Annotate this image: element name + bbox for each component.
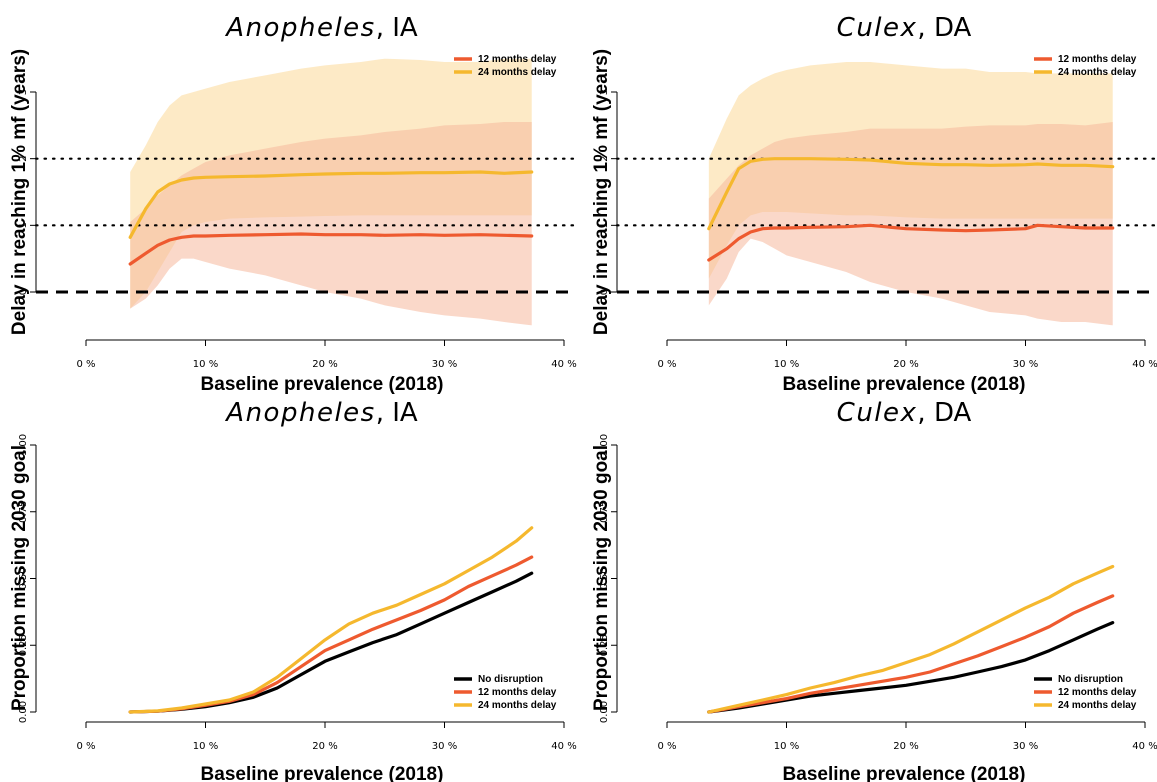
y-tick-label: 1 [18,222,29,228]
title-scenario: , DA [917,13,971,43]
y-axis-label: Delay in reaching 1% mf (years) [591,49,612,335]
y-tick-label: 0.00 [599,701,610,723]
x-axis-label: Baseline prevalence (2018) [783,764,1026,782]
x-tick-label: 10 % [193,359,218,370]
x-tick-label: 0 % [657,741,676,752]
legend: 12 months delay 24 months delay [454,54,557,78]
y-tick-label: 2 [18,155,29,161]
series-line-delay24 [128,170,534,239]
y-tick-label: 1.00 [599,434,610,456]
y-tick-label: 0.50 [599,567,610,589]
x-axis-label: Baseline prevalence (2018) [201,764,444,782]
x-tick-label: 40 % [551,359,576,370]
series-line-delay12 [128,232,534,266]
title-species: Anopheles [224,13,375,43]
y-axis-label: Proportion missing 2030 goal [591,445,612,711]
x-tick-label: 40 % [1132,359,1157,370]
uncertainty-band-delay12 [708,122,1113,326]
legend-label: 12 months delay [1058,687,1137,698]
legend: No disruption 12 months delay 24 months de… [1034,674,1137,711]
y-tick-label: 0.50 [18,567,29,589]
y-tick-label: 2 [599,155,610,161]
legend-label: 24 months delay [478,67,557,78]
y-tick-label: 0.25 [18,634,29,656]
series-line-delay24 [707,157,1115,231]
chart-title: Anopheles, IA [224,13,418,43]
chart-title: Anopheles, IA [224,398,418,428]
x-tick-label: 40 % [1132,741,1157,752]
chart-title: Culex, DA [837,398,972,428]
x-tick-label: 0 % [657,359,676,370]
y-tick-label: 1 [599,222,610,228]
y-tick-label: 3 [599,89,610,95]
x-tick-label: 10 % [193,741,218,752]
legend-label: 12 months delay [1058,54,1137,65]
legend: No disruption 12 months delay 24 months de… [454,674,557,711]
x-tick-label: 30 % [1013,359,1038,370]
x-tick-label: 0 % [76,359,95,370]
title-species: Culex [837,398,918,428]
series-line-delay24 [128,526,534,714]
series-line-delay12 [707,223,1115,262]
legend-label: No disruption [478,674,543,685]
title-scenario: , IA [376,13,418,43]
y-tick-label: 0.00 [18,701,29,723]
x-axis-label: Baseline prevalence (2018) [201,374,444,395]
x-tick-label: 40 % [551,741,576,752]
y-tick-label: 0.75 [18,501,29,523]
title-species: Culex [837,13,918,43]
y-axis-label: Proportion missing 2030 goal [9,445,30,711]
y-tick-label: 3 [18,89,29,95]
x-tick-label: 0 % [76,741,95,752]
y-tick-label: 1.00 [18,434,29,456]
x-tick-label: 30 % [432,741,457,752]
chart-title: Culex, DA [837,13,972,43]
legend-label: No disruption [1058,674,1123,685]
title-scenario: , IA [376,398,418,428]
legend-label: 24 months delay [1058,67,1137,78]
legend-label: 24 months delay [1058,700,1137,711]
y-tick-label: 0 [18,289,29,295]
legend-label: 24 months delay [478,700,557,711]
chart-panel-p3: 0.00 0.25 0.50 0.75 1.00 0 % 10 % 20 % 30 % 40 % A… [9,398,577,782]
y-tick-label: 0.25 [599,634,610,656]
title-scenario: , DA [917,398,971,428]
x-tick-label: 20 % [893,741,918,752]
x-tick-label: 10 % [774,359,799,370]
legend-label: 12 months delay [478,687,557,698]
x-tick-label: 10 % [774,741,799,752]
legend-label: 12 months delay [478,54,557,65]
x-tick-label: 30 % [432,359,457,370]
x-tick-label: 20 % [893,359,918,370]
x-tick-label: 20 % [312,741,337,752]
y-axis-label: Delay in reaching 1% mf (years) [9,49,30,335]
legend: 12 months delay 24 months delay [1034,54,1137,78]
x-axis-label: Baseline prevalence (2018) [783,374,1026,395]
x-tick-label: 30 % [1013,741,1038,752]
y-tick-label: 0 [599,289,610,295]
series-line-delay12 [707,594,1115,714]
y-tick-label: 0.75 [599,501,610,523]
chart-panel-p4: 0.00 0.25 0.50 0.75 1.00 0 % 10 % 20 % 30 % 40 % C… [591,398,1157,782]
series-line-delay24 [707,564,1115,714]
x-tick-label: 20 % [312,359,337,370]
title-species: Anopheles [224,398,375,428]
